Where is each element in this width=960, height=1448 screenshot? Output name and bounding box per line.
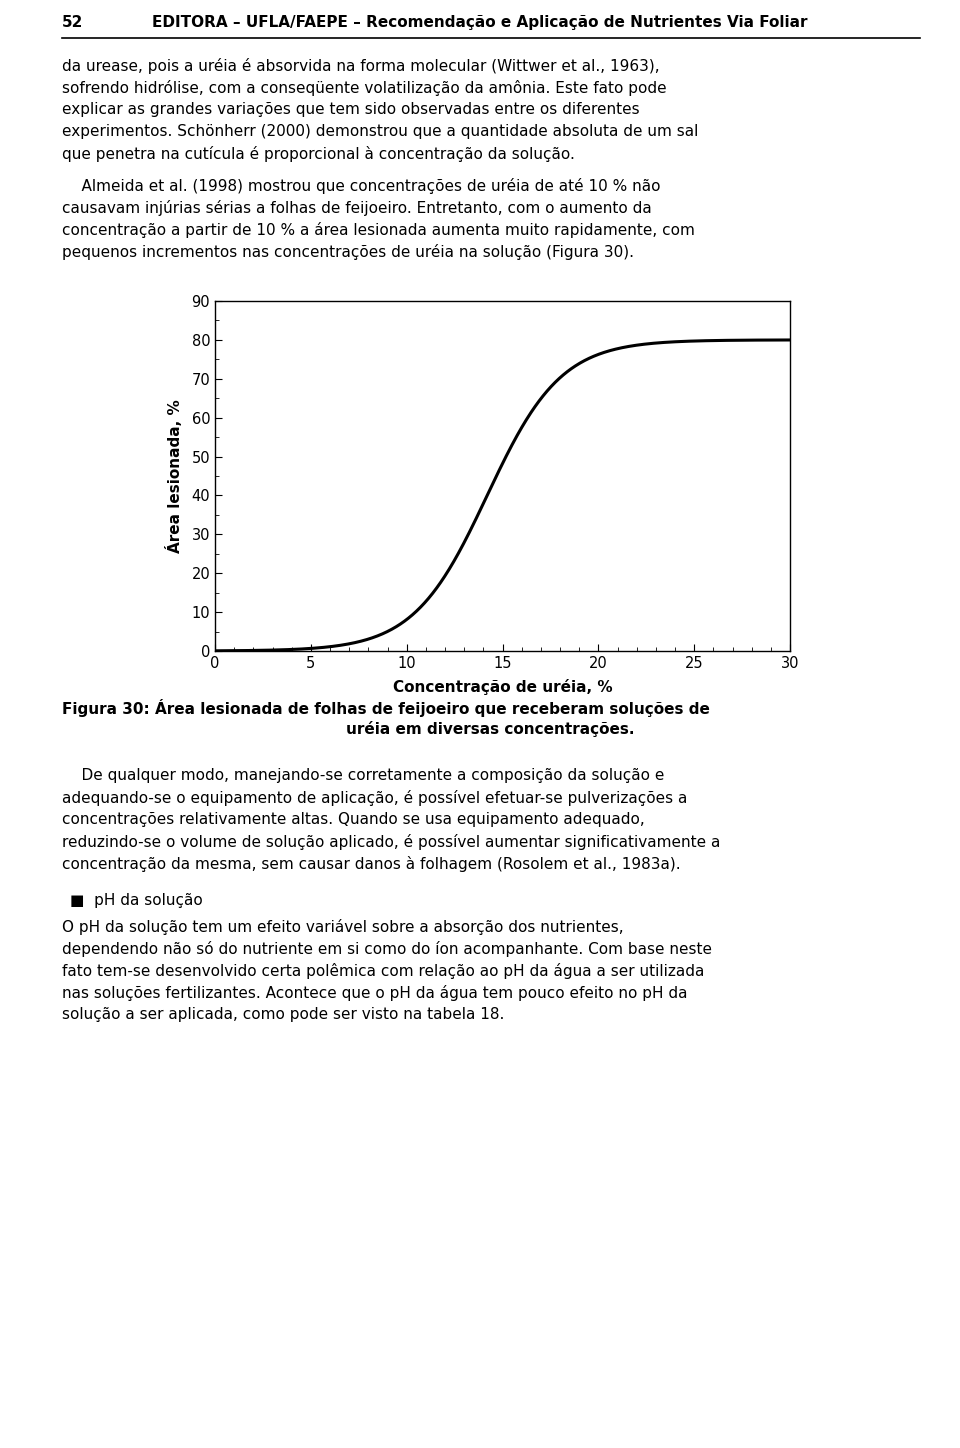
- Text: ■  pH da solução: ■ pH da solução: [70, 893, 203, 908]
- Text: EDITORA – UFLA/FAEPE – Recomendação e Aplicação de Nutrientes Via Foliar: EDITORA – UFLA/FAEPE – Recomendação e Ap…: [153, 14, 807, 30]
- Text: concentrações relativamente altas. Quando se usa equipamento adequado,: concentrações relativamente altas. Quand…: [62, 812, 645, 827]
- Text: uréia em diversas concentrações.: uréia em diversas concentrações.: [346, 721, 635, 737]
- Text: fato tem-se desenvolvido certa polêmica com relação ao pH da água a ser utilizad: fato tem-se desenvolvido certa polêmica …: [62, 963, 705, 979]
- Text: sofrendo hidrólise, com a conseqüente volatilização da amônia. Este fato pode: sofrendo hidrólise, com a conseqüente vo…: [62, 80, 666, 96]
- Text: dependendo não só do nutriente em si como do íon acompanhante. Com base neste: dependendo não só do nutriente em si com…: [62, 941, 712, 957]
- Text: que penetra na cutícula é proporcional à concentração da solução.: que penetra na cutícula é proporcional à…: [62, 146, 575, 162]
- Text: nas soluções fertilizantes. Acontece que o pH da água tem pouco efeito no pH da: nas soluções fertilizantes. Acontece que…: [62, 985, 687, 1001]
- Text: reduzindo-se o volume de solução aplicado, é possível aumentar significativament: reduzindo-se o volume de solução aplicad…: [62, 834, 720, 850]
- Text: solução a ser aplicada, como pode ser visto na tabela 18.: solução a ser aplicada, como pode ser vi…: [62, 1006, 504, 1022]
- Text: De qualquer modo, manejando-se corretamente a composição da solução e: De qualquer modo, manejando-se corretame…: [62, 767, 664, 783]
- Text: O pH da solução tem um efeito variável sobre a absorção dos nutrientes,: O pH da solução tem um efeito variável s…: [62, 919, 624, 935]
- Text: explicar as grandes variações que tem sido observadas entre os diferentes: explicar as grandes variações que tem si…: [62, 101, 639, 117]
- Text: concentração da mesma, sem causar danos à folhagem (Rosolem et al., 1983a).: concentração da mesma, sem causar danos …: [62, 856, 681, 872]
- Text: pequenos incrementos nas concentrações de uréia na solução (Figura 30).: pequenos incrementos nas concentrações d…: [62, 245, 634, 261]
- Text: adequando-se o equipamento de aplicação, é possível efetuar-se pulverizações a: adequando-se o equipamento de aplicação,…: [62, 791, 687, 807]
- Text: 52: 52: [62, 14, 84, 30]
- X-axis label: Concentração de uréia, %: Concentração de uréia, %: [393, 679, 612, 695]
- Text: experimentos. Schönherr (2000) demonstrou que a quantidade absoluta de um sal: experimentos. Schönherr (2000) demonstro…: [62, 125, 698, 139]
- Text: Figura 30: Área lesionada de folhas de feijoeiro que receberam soluções de: Figura 30: Área lesionada de folhas de f…: [62, 699, 709, 717]
- Y-axis label: Área lesionada, %: Área lesionada, %: [166, 400, 183, 553]
- Text: concentração a partir de 10 % a área lesionada aumenta muito rapidamente, com: concentração a partir de 10 % a área les…: [62, 222, 695, 237]
- Text: Almeida et al. (1998) mostrou que concentrações de uréia de até 10 % não: Almeida et al. (1998) mostrou que concen…: [62, 178, 660, 194]
- Text: da urease, pois a uréia é absorvida na forma molecular (Wittwer et al., 1963),: da urease, pois a uréia é absorvida na f…: [62, 58, 660, 74]
- Text: causavam injúrias sérias a folhas de feijoeiro. Entretanto, com o aumento da: causavam injúrias sérias a folhas de fei…: [62, 200, 652, 216]
